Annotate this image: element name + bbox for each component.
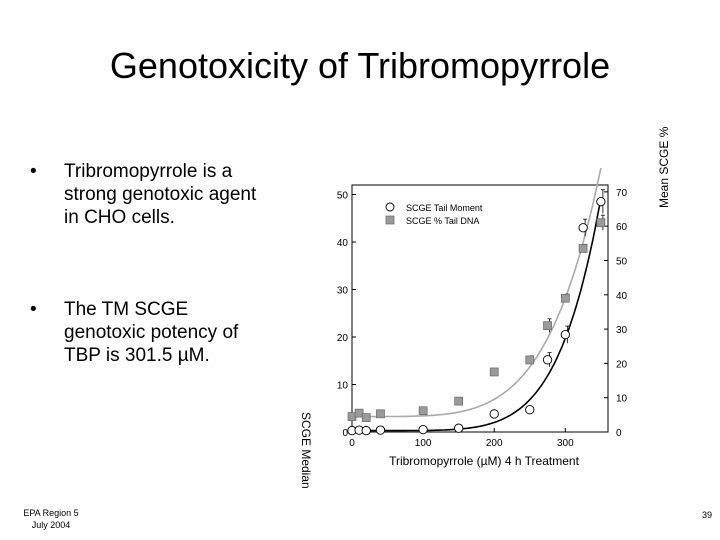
x-tick-label: 100 bbox=[415, 438, 432, 449]
legend-marker-tail-dna bbox=[385, 215, 395, 225]
point-tail-moment bbox=[578, 223, 588, 233]
footer-source: EPA Region 5 July 2004 bbox=[20, 507, 82, 531]
fit-curve-tail-moment bbox=[352, 197, 602, 432]
point-tail-moment bbox=[361, 425, 371, 436]
y-left-tick-label: 20 bbox=[337, 333, 349, 344]
point-tail-dna bbox=[361, 413, 371, 422]
y-right-tick-label: 30 bbox=[616, 325, 628, 336]
footer-org: EPA Region 5 bbox=[23, 508, 79, 518]
bullet-text: The TM SCGE genotoxic potency of TBP is … bbox=[64, 299, 239, 366]
bullet-marker: • bbox=[30, 161, 37, 182]
y-right-axis-title: Mean SCGE % bbox=[657, 126, 671, 208]
bullet-text: Tribromopyrrole is a strong genotoxic ag… bbox=[64, 161, 257, 228]
point-tail-moment bbox=[489, 409, 499, 419]
fit-curve-tail-dna bbox=[352, 167, 602, 418]
point-tail-moment bbox=[542, 355, 553, 365]
point-tail-dna bbox=[560, 293, 570, 303]
y-right-tick-label: 50 bbox=[616, 256, 628, 267]
point-tail-moment bbox=[525, 405, 535, 415]
point-tail-dna bbox=[596, 218, 606, 228]
x-tick-label: 300 bbox=[557, 438, 574, 449]
point-tail-dna bbox=[543, 321, 552, 331]
legend-marker-tail-moment bbox=[385, 202, 395, 212]
y-right-tick-label: 40 bbox=[616, 291, 628, 302]
point-tail-dna bbox=[454, 396, 464, 406]
point-tail-moment bbox=[454, 423, 464, 433]
y-left-tick-label: 40 bbox=[337, 238, 349, 249]
y-right-tick-label: 60 bbox=[616, 222, 628, 233]
legend-label-tail-dna: SCGE % Tail DNA bbox=[406, 216, 479, 226]
point-tail-moment bbox=[375, 425, 386, 435]
footer-date: July 2004 bbox=[31, 520, 71, 530]
y-right-tick-label: 0 bbox=[616, 428, 622, 439]
y-left-tick-label: 0 bbox=[342, 428, 348, 439]
page-number: 39 bbox=[701, 510, 712, 520]
plot-frame bbox=[351, 184, 609, 433]
x-tick-label: 0 bbox=[349, 438, 355, 449]
x-tick-label: 200 bbox=[486, 438, 503, 449]
legend-label-tail-moment: SCGE Tail Moment bbox=[406, 203, 483, 213]
point-tail-moment bbox=[596, 196, 606, 207]
point-tail-dna bbox=[489, 367, 499, 377]
y-left-tick-label: 10 bbox=[337, 381, 349, 392]
y-left-tick-label: 30 bbox=[337, 286, 349, 297]
y-left-tick-label: 50 bbox=[337, 191, 349, 202]
point-tail-dna bbox=[525, 355, 535, 365]
point-tail-moment bbox=[418, 424, 428, 435]
point-tail-dna bbox=[354, 408, 364, 418]
point-tail-dna bbox=[376, 409, 385, 419]
slide-title: Genotoxicity of Tribromopyrrole bbox=[109, 45, 611, 86]
y-right-tick-label: 70 bbox=[616, 188, 628, 199]
y-right-tick-label: 10 bbox=[616, 394, 628, 405]
y-left-axis-title: SCGE Median bbox=[299, 412, 313, 489]
point-tail-dna bbox=[418, 406, 428, 416]
point-tail-moment bbox=[560, 329, 570, 340]
point-tail-dna bbox=[578, 244, 588, 253]
y-right-tick-label: 20 bbox=[616, 359, 628, 370]
x-axis-title: Tribromopyrrole (µM) 4 h Treatment bbox=[389, 454, 580, 468]
bullet-marker: • bbox=[30, 299, 37, 320]
